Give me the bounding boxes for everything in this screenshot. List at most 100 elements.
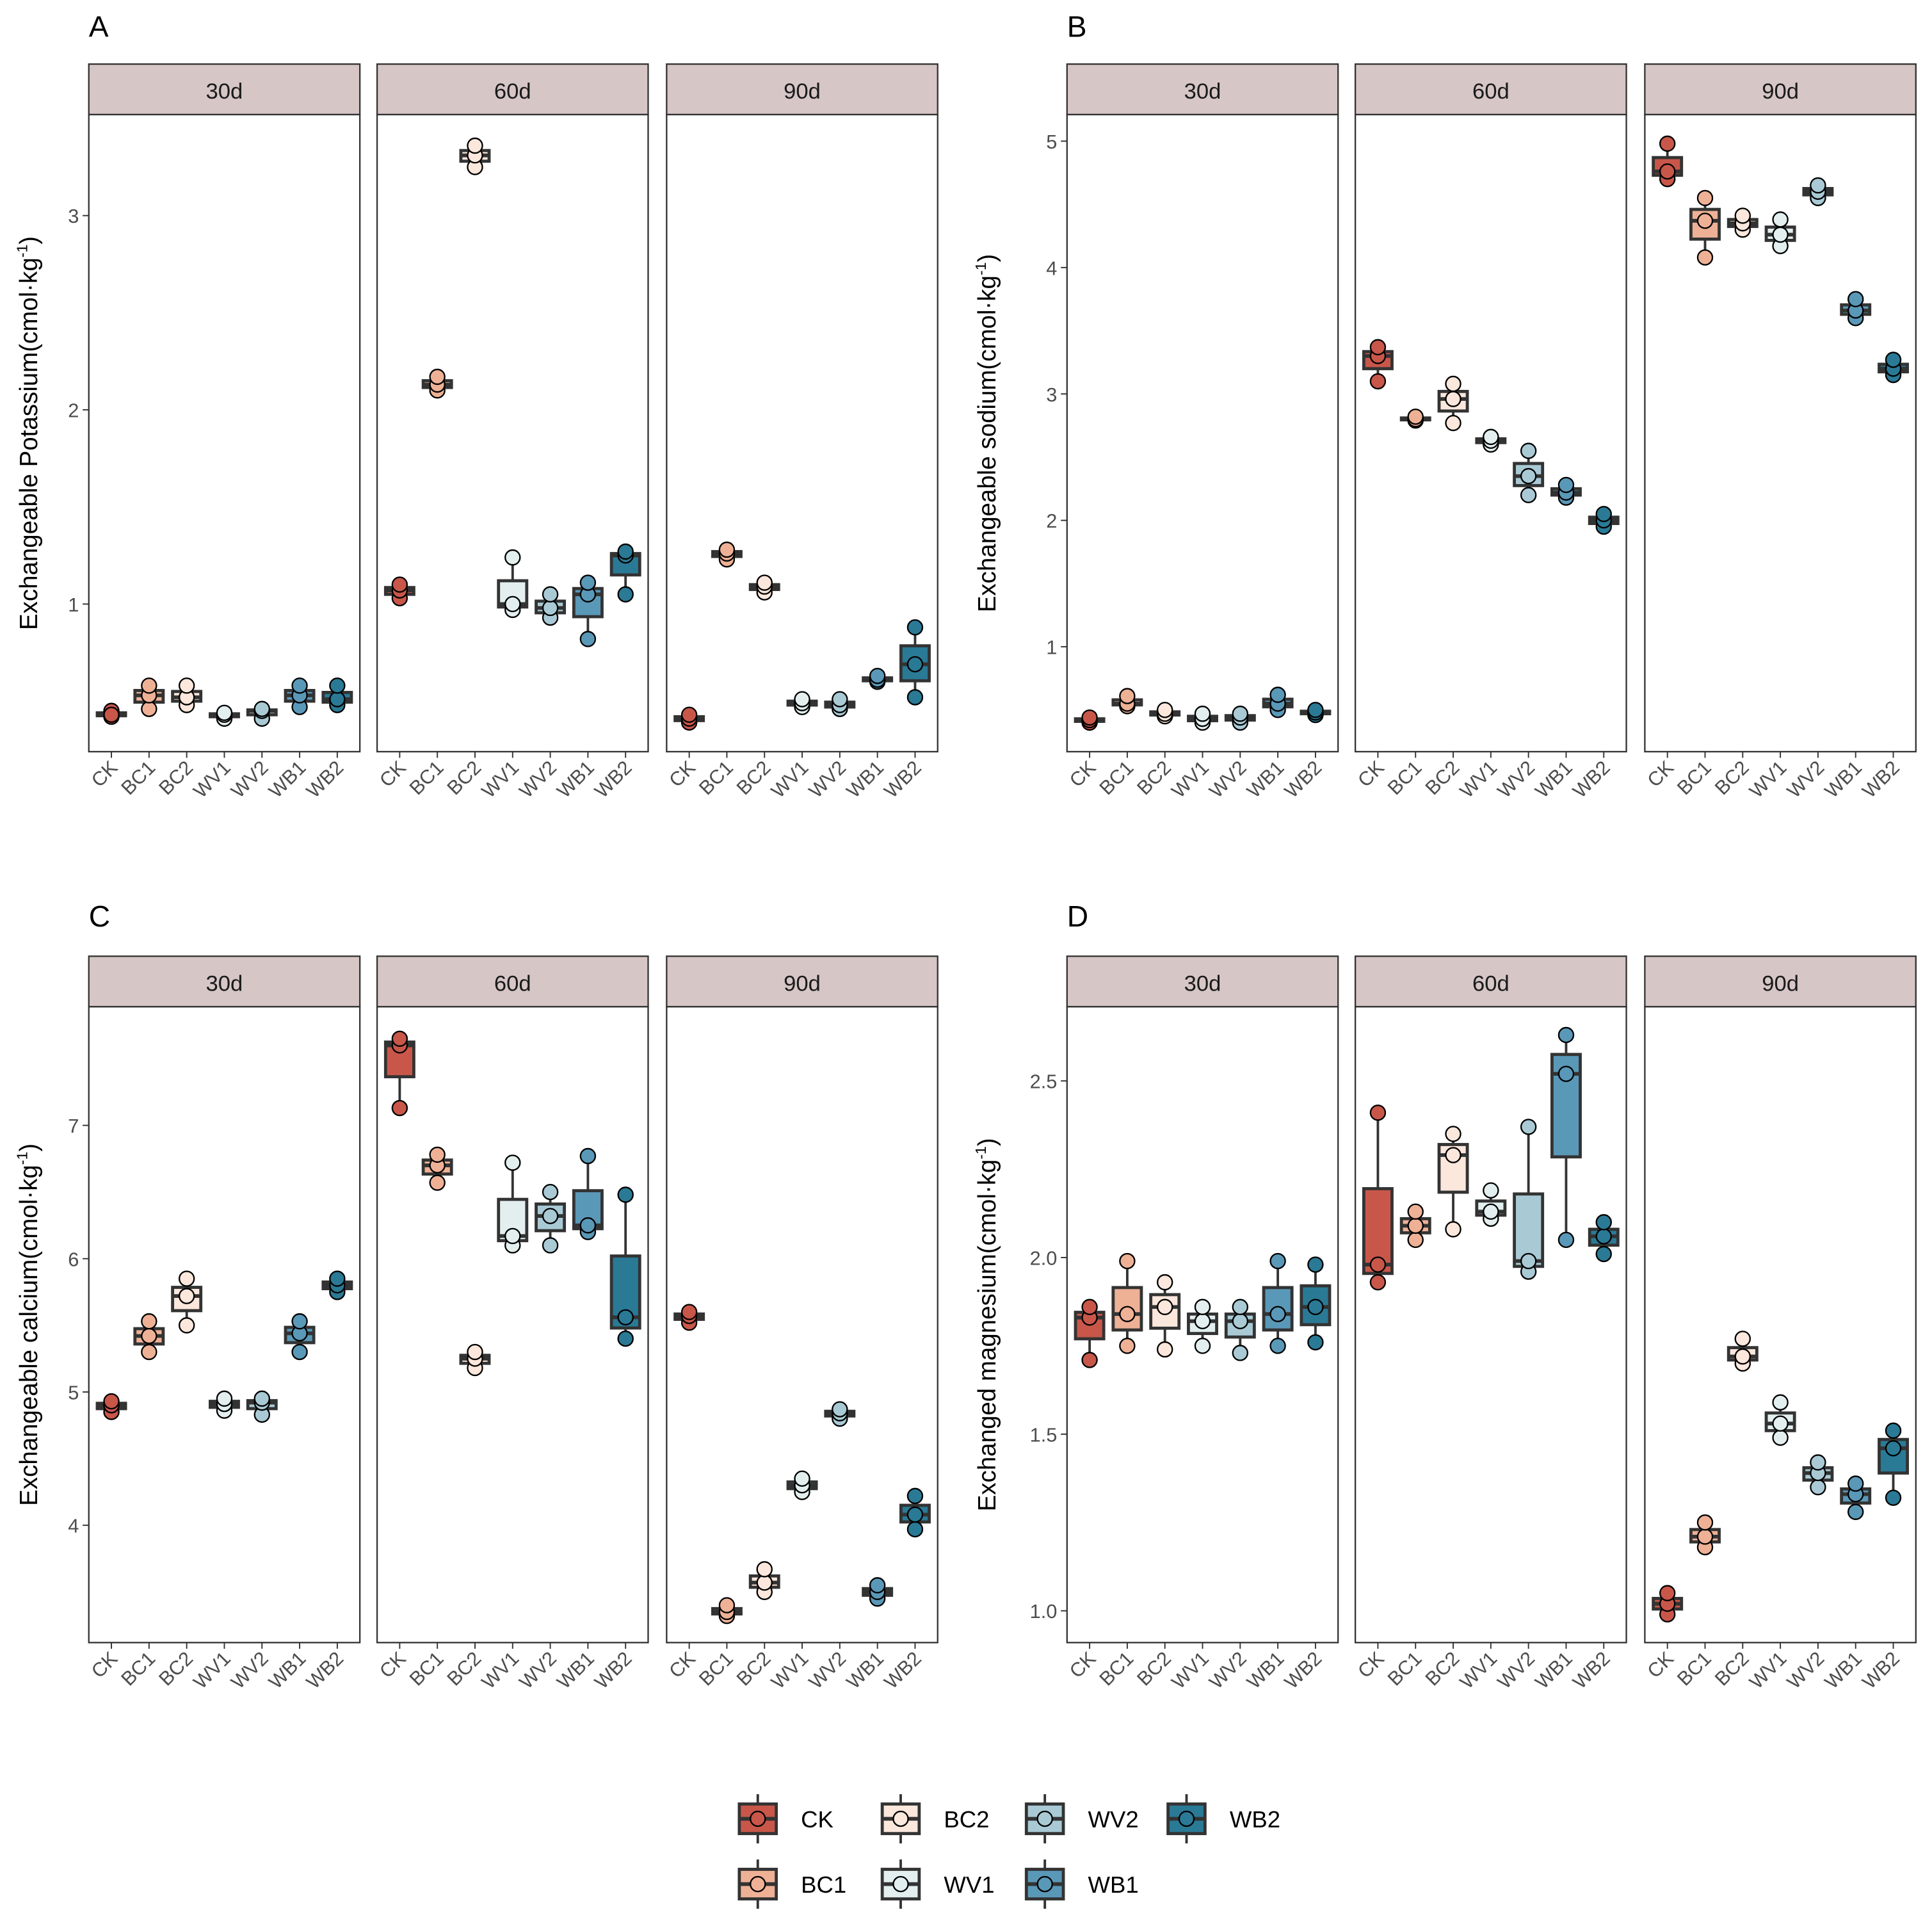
data-point [1307, 1299, 1324, 1315]
data-point [1194, 1299, 1211, 1315]
x-tick-label: CK [1065, 1647, 1100, 1682]
x-tick-label: WB1 [264, 1647, 310, 1694]
data-point [1558, 1065, 1575, 1082]
data-point [391, 1099, 408, 1117]
facet-label: 60d [1472, 79, 1509, 104]
data-point [1483, 428, 1499, 446]
legend-label: WB2 [1230, 1806, 1280, 1833]
x-tick-label: WB1 [1531, 1647, 1577, 1694]
data-point [542, 1208, 559, 1224]
box-BC1 [1689, 1514, 1721, 1556]
data-point [1307, 1334, 1324, 1351]
data-point [794, 1470, 810, 1487]
box-BC2 [1149, 702, 1181, 725]
x-tick-label: BC2 [1711, 756, 1753, 799]
data-point [1772, 1429, 1789, 1446]
data-point [1445, 414, 1461, 432]
facet-label: 30d [1184, 971, 1221, 996]
x-tick-label: WV1 [1455, 756, 1501, 802]
facet-panel [88, 113, 361, 753]
data-point [832, 691, 848, 708]
data-point [1483, 1182, 1499, 1199]
data-point [756, 574, 773, 591]
box-CK [673, 706, 705, 731]
facet-label: 30d [206, 971, 243, 996]
box-BC2 [459, 137, 491, 175]
x-tick-label: WB2 [302, 1647, 348, 1694]
x-tick-label: WV2 [1782, 756, 1828, 802]
x-tick-label: BC2 [1711, 1647, 1753, 1690]
box-BC2 [171, 677, 203, 713]
x-tick-label: BC2 [154, 1647, 197, 1690]
facet-panel [666, 113, 938, 753]
data-point [1772, 226, 1789, 243]
data-point [1269, 1252, 1286, 1270]
data-point [1369, 1105, 1387, 1121]
data-point [1369, 1274, 1387, 1291]
x-tick-label: BC1 [1095, 756, 1138, 799]
y-tick-label: 6 [68, 1248, 79, 1270]
facet-label: 60d [494, 971, 531, 996]
box-WV2 [535, 586, 567, 626]
data-point [1194, 1313, 1211, 1330]
facet-panel [666, 1006, 938, 1644]
data-point [1558, 1231, 1575, 1249]
data-point [1659, 1585, 1676, 1601]
x-tick-label: BC2 [732, 1647, 775, 1690]
x-tick-label: WB2 [1568, 756, 1614, 802]
data-point [1269, 1306, 1286, 1322]
box-BC1 [421, 368, 453, 399]
data-point [504, 549, 521, 566]
data-point [329, 691, 346, 708]
x-tick-label: WB1 [264, 756, 310, 802]
box-WV2 [1513, 1119, 1545, 1280]
y-tick-label: 4 [68, 1515, 79, 1537]
box-WB2 [1300, 1256, 1332, 1351]
x-tick-label: WV1 [189, 1647, 235, 1694]
x-tick-label: WV2 [227, 756, 273, 802]
legend-label: WV2 [1088, 1806, 1139, 1833]
box-CK [383, 1030, 415, 1117]
legend-label: BC2 [944, 1806, 989, 1833]
y-tick-label: 1.5 [1030, 1423, 1058, 1446]
x-tick-label: CK [1643, 756, 1678, 791]
x-tick-label: BC1 [1673, 1647, 1716, 1690]
data-point [869, 667, 886, 684]
data-point [1520, 442, 1537, 459]
box-WB1 [572, 1147, 604, 1240]
data-point [504, 595, 521, 613]
legend-label: BC1 [801, 1872, 846, 1898]
x-tick-label: WB2 [590, 1647, 636, 1694]
x-tick-label: WV2 [804, 756, 850, 802]
x-tick-label: WB1 [1531, 756, 1577, 802]
panel-D: D Exchanged magnesium(cmol·kg-1) 1.0 1.5 2.0… [972, 900, 1917, 1694]
legend-point [1036, 1810, 1053, 1827]
data-point [1407, 1217, 1424, 1234]
box-WB2 [1878, 1422, 1909, 1506]
data-point [906, 1506, 924, 1523]
panel-C: C Exchangeable calcium(cmol·kg-1) 4 5 6 7 30d C… [14, 900, 938, 1693]
data-point [756, 1574, 773, 1591]
data-point [1407, 409, 1424, 425]
data-point [1307, 702, 1324, 718]
data-point [542, 1183, 559, 1201]
data-point [467, 1343, 483, 1361]
facet-strip [666, 63, 938, 116]
data-point [617, 586, 634, 603]
box-WV1 [1475, 1182, 1507, 1227]
data-point [718, 541, 736, 558]
x-tick-label: BC1 [1383, 756, 1426, 799]
x-tick-label: BC1 [405, 1647, 448, 1690]
data-point [1520, 1119, 1537, 1135]
box-CK [1074, 1299, 1106, 1368]
legend-point [1036, 1875, 1053, 1893]
facet-strip [88, 63, 361, 116]
box-WV1 [786, 691, 818, 715]
facet-label: 90d [784, 79, 821, 104]
data-point [1696, 1528, 1714, 1545]
y-tick-label: 1.0 [1030, 1600, 1058, 1623]
legend-point [892, 1810, 909, 1827]
data-point [1156, 1299, 1173, 1315]
